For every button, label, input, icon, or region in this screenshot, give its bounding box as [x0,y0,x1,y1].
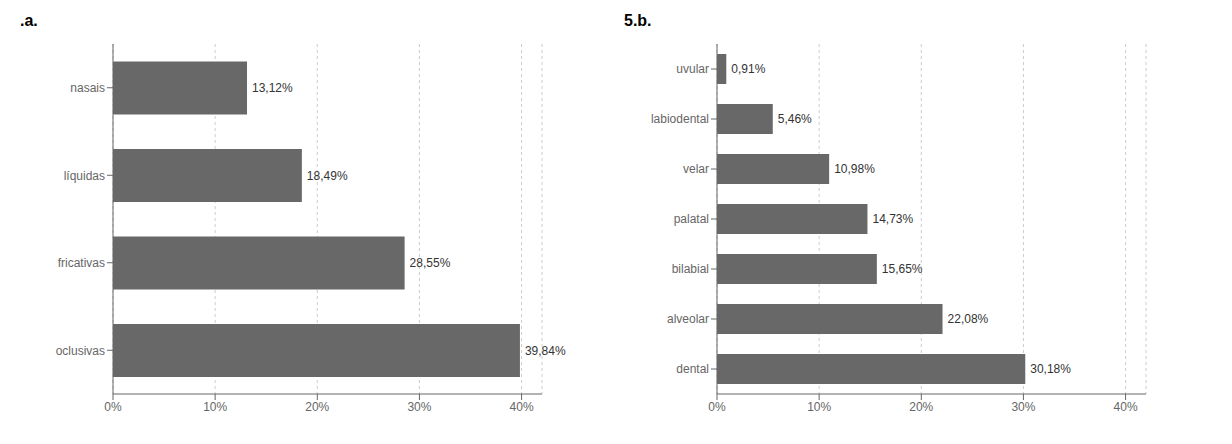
svg-text:20%: 20% [305,400,329,414]
svg-text:velar: velar [683,162,709,176]
svg-text:líquidas: líquidas [64,169,105,183]
svg-text:labiodental: labiodental [651,112,709,126]
svg-text:10%: 10% [807,400,831,414]
svg-text:alveolar: alveolar [667,312,709,326]
svg-text:18,49%: 18,49% [307,169,348,183]
svg-text:40%: 40% [1114,400,1138,414]
svg-text:uvular: uvular [676,62,709,76]
svg-text:14,73%: 14,73% [872,212,913,226]
svg-text:5,46%: 5,46% [778,112,812,126]
svg-text:30%: 30% [1011,400,1035,414]
svg-text:22,08%: 22,08% [948,312,989,326]
svg-text:0%: 0% [104,400,122,414]
svg-text:30,18%: 30,18% [1030,362,1071,376]
svg-text:oclusivas: oclusivas [56,344,105,358]
svg-text:28,55%: 28,55% [410,256,451,270]
svg-text:10,98%: 10,98% [834,162,875,176]
html-text:5.b.: 5.b. [624,12,652,29]
svg-text:13,12%: 13,12% [252,81,293,95]
svg-text:bilabial: bilabial [672,262,709,276]
svg-text:0,91%: 0,91% [731,62,765,76]
svg-text:fricativas: fricativas [58,256,105,270]
svg-text:palatal: palatal [674,212,709,226]
svg-text:nasais: nasais [70,81,105,95]
svg-text:20%: 20% [909,400,933,414]
svg-text:39,84%: 39,84% [525,344,566,358]
svg-text:30%: 30% [407,400,431,414]
svg-text:40%: 40% [510,400,534,414]
html-text:.a.: .a. [20,12,38,29]
svg-text:10%: 10% [203,400,227,414]
svg-text:0%: 0% [708,400,726,414]
svg-text:dental: dental [676,362,709,376]
svg-text:15,65%: 15,65% [882,262,923,276]
